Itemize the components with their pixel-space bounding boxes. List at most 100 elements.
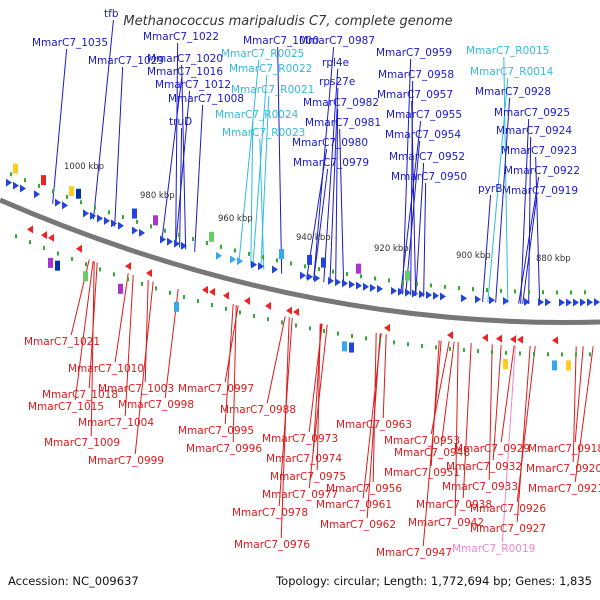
gene-label-top: MmarC7_1029 [88, 55, 164, 67]
tick-mark [346, 272, 348, 277]
kbp-tick-label: 1000 kbp [64, 162, 104, 172]
gene-label-bottom: MmarC7_0998 [118, 399, 194, 411]
feature-block [503, 358, 508, 369]
reverse-gene [244, 296, 250, 305]
gene-label-top: MmarC7_1012 [155, 79, 231, 91]
feature-block [279, 249, 284, 260]
callout-line [400, 120, 422, 295]
callout-line [520, 118, 530, 304]
callout-line [495, 97, 511, 303]
forward-gene [419, 290, 425, 299]
tick-mark [435, 345, 437, 350]
reverse-gene [27, 225, 33, 234]
forward-gene [216, 251, 222, 260]
tick-mark [351, 334, 353, 339]
tick-mark [309, 326, 311, 331]
feature-block [83, 271, 88, 282]
forward-gene [461, 294, 467, 303]
callout-line [492, 344, 502, 461]
gene-label-top: MmarC7_0922 [504, 165, 580, 177]
gene-label-bottom: MmarC7_0933 [442, 481, 518, 493]
feature-block [76, 188, 81, 199]
callout-line [503, 56, 509, 304]
callout-line [179, 127, 183, 248]
gene-label-bottom: MmarC7_1009 [44, 437, 120, 449]
feature-block [405, 270, 410, 281]
callout-line [339, 128, 345, 286]
callout-line [175, 90, 191, 247]
gene-label-bottom: MmarC7_0926 [470, 503, 546, 515]
gene-label-bottom: MmarC7_1010 [68, 363, 144, 375]
callout-line [423, 182, 427, 297]
tick-mark [491, 350, 493, 355]
gene-label-bottom: MmarC7_0921 [528, 483, 600, 495]
tick-mark [290, 261, 292, 266]
gene-label-top: MmarC7_0958 [378, 69, 454, 81]
feature-block [41, 175, 46, 186]
gene-label-top: MmarC7_R0014 [470, 66, 554, 78]
tick-mark [505, 350, 507, 355]
tick-mark [43, 245, 45, 250]
callout-line [366, 333, 381, 519]
feature-block [209, 231, 214, 242]
tick-mark [477, 349, 479, 354]
tick-mark [10, 172, 12, 177]
tick-mark [323, 329, 325, 334]
tick-mark [192, 237, 194, 242]
forward-gene [55, 198, 61, 207]
reverse-gene [48, 233, 54, 242]
tick-mark [374, 276, 376, 281]
tick-mark [393, 340, 395, 345]
forward-gene [524, 297, 530, 306]
callout-line [516, 345, 531, 523]
reverse-gene [510, 335, 516, 344]
forward-gene [356, 281, 362, 290]
gene-label-bottom: MmarC7_0997 [178, 383, 254, 395]
gene-label-bottom: MmarC7_0999 [88, 455, 164, 467]
feature-block [342, 341, 347, 352]
callout-line [574, 346, 594, 483]
tick-mark [407, 342, 409, 347]
forward-gene [174, 239, 180, 248]
forward-gene [62, 201, 68, 210]
tick-mark [388, 278, 390, 283]
gene-label-top: MmarC7_0981 [305, 117, 381, 129]
tick-mark [262, 255, 264, 260]
callout-line [144, 279, 149, 383]
reverse-gene [41, 231, 47, 240]
callout-line [488, 344, 493, 481]
gene-label-top: MmarC7_0959 [376, 47, 452, 59]
tick-mark [276, 258, 278, 263]
tick-mark [113, 272, 115, 277]
callout-line [487, 77, 509, 303]
reverse-gene [447, 331, 453, 340]
reverse-gene [146, 269, 152, 278]
reverse-gene [223, 291, 229, 300]
tick-mark [472, 287, 474, 292]
forward-gene [363, 282, 369, 291]
forward-gene [20, 184, 26, 193]
gene-label-bottom: MmarC7_1018 [42, 389, 118, 401]
forward-gene [398, 287, 404, 296]
reverse-gene [552, 336, 558, 345]
forward-gene [377, 284, 383, 293]
gene-label-bottom: MmarC7_0948 [394, 447, 470, 459]
tick-mark [99, 267, 101, 272]
callout-line [232, 304, 237, 443]
gene-label-top: MmarC7_R0025 [221, 48, 304, 60]
tick-mark [183, 294, 185, 299]
gene-label-top: MmarC7_0980 [292, 137, 368, 149]
callout-line [52, 48, 68, 204]
callout-line [74, 260, 94, 401]
tick-mark [281, 320, 283, 325]
forward-gene [104, 216, 110, 225]
feature-block [552, 360, 557, 371]
forward-gene [328, 276, 334, 285]
gene-label-top: truD [169, 116, 192, 128]
tick-mark [38, 183, 40, 188]
tick-mark [234, 248, 236, 253]
feature-track [6, 163, 600, 371]
forward-gene [342, 279, 348, 288]
gene-label-bottom: MmarC7_0953 [384, 435, 460, 447]
gene-label-top: MmarC7_0923 [501, 145, 577, 157]
